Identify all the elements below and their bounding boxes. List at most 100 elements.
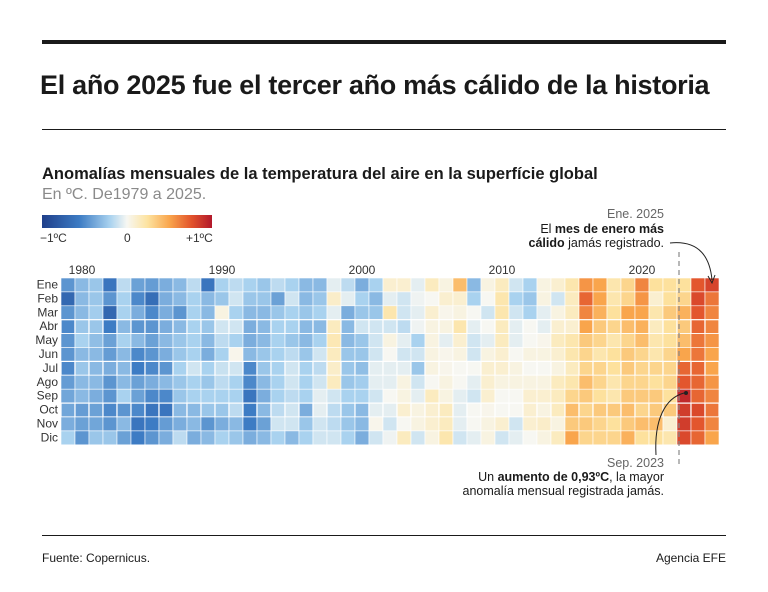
month-label: Feb xyxy=(37,291,58,305)
heatmap-cell-2024-Ene xyxy=(690,277,706,293)
month-label: Ene xyxy=(37,278,59,292)
heatmap-cell-2021-May xyxy=(648,333,664,348)
heatmap-cell-2003-Jul xyxy=(396,360,412,376)
heatmap-cell-1986-Ene xyxy=(158,277,174,293)
heatmap-cell-2004-Jul xyxy=(410,360,426,376)
heatmap-cell-1985-Ene xyxy=(144,277,160,293)
arrow-head-icon xyxy=(707,274,716,285)
heatmap-cell-1984-Abr xyxy=(130,319,146,335)
annotation-sep2023-line2: anomalía mensual registrada jamás. xyxy=(463,484,665,498)
heatmap-cell-1992-Ago xyxy=(242,374,258,390)
heatmap-cell-1987-Mar xyxy=(172,305,188,320)
heatmap-cell-2006-Jul xyxy=(438,360,454,376)
heatmap-cell-2013-Dic xyxy=(536,430,552,446)
heatmap-cell-2014-Jun xyxy=(550,347,566,362)
heatmap-cell-2001-Sep xyxy=(368,388,384,404)
heatmap-cell-2002-Oct xyxy=(382,402,398,418)
heatmap-cell-2005-Oct xyxy=(424,402,440,418)
heatmap-cell-2008-Ago xyxy=(466,374,482,390)
heatmap-cell-2013-Nov xyxy=(536,416,552,432)
heatmap-cell-2011-Nov xyxy=(508,416,524,432)
heatmap-cell-1992-May xyxy=(242,333,258,348)
heatmap-cell-1999-Dic xyxy=(340,430,356,446)
heatmap-cell-1980-Sep xyxy=(74,388,90,404)
heatmap-cell-1996-Oct xyxy=(298,402,314,418)
heatmap-cell-2019-Ago xyxy=(620,374,636,390)
heatmap-cell-2018-Oct xyxy=(606,402,622,418)
heatmap-cell-1982-Sep xyxy=(102,388,118,404)
heatmap-cell-1981-Jun xyxy=(88,347,104,362)
heatmap-cell-2020-Feb xyxy=(634,291,650,307)
heatmap-cell-2020-Sep xyxy=(634,388,650,404)
heatmap-cell-2004-Mar xyxy=(410,305,426,320)
heatmap-cell-2005-Jun xyxy=(424,347,440,362)
heatmap-cell-1998-Sep xyxy=(326,388,342,404)
heatmap-cell-1982-Ene xyxy=(102,277,118,293)
heatmap-cell-2006-Nov xyxy=(438,416,454,432)
heatmap-cell-2013-Ago xyxy=(536,374,552,390)
heatmap-cell-2015-Ene xyxy=(564,277,580,293)
heatmap-cell-2016-Abr xyxy=(578,319,594,335)
heatmap-cell-2024-Jun xyxy=(690,347,706,362)
heatmap-cell-2015-Nov xyxy=(564,416,580,432)
heatmap-cell-2016-Feb xyxy=(578,291,594,307)
month-label: Abr xyxy=(39,319,58,333)
heatmap-cell-1996-Mar xyxy=(298,305,314,320)
heatmap-cell-1992-Dic xyxy=(242,430,258,446)
heatmap-cell-1980-Jul xyxy=(74,360,90,376)
heatmap-cell-2006-Ene xyxy=(438,277,454,293)
heatmap-cell-2011-May xyxy=(508,333,524,348)
heatmap-cell-1987-May xyxy=(172,333,188,348)
heatmap-cell-1999-Feb xyxy=(340,291,356,307)
heatmap-cell-2006-Jun xyxy=(438,347,454,362)
heatmap-cell-2011-Mar xyxy=(508,305,524,320)
heatmap-cell-2022-Oct xyxy=(662,402,678,418)
heatmap-cell-2009-Dic xyxy=(480,430,496,446)
heatmap-cell-1994-Abr xyxy=(270,319,286,335)
heatmap-cell-2004-Nov xyxy=(410,416,426,432)
heatmap-cell-1994-Ene xyxy=(270,277,286,293)
heatmap-cell-1993-Oct xyxy=(256,402,272,418)
heatmap-cell-2024-Nov xyxy=(690,416,706,432)
heatmap-cell-1999-Oct xyxy=(340,402,356,418)
heatmap-cell-2003-Oct xyxy=(396,402,412,418)
heatmap-cell-1994-Jul xyxy=(270,360,286,376)
heatmap-cell-1996-Jul xyxy=(298,360,314,376)
heatmap-cell-2025-Abr xyxy=(704,319,720,335)
heatmap-cell-2007-Nov xyxy=(452,416,468,432)
heatmap-cell-1999-Jul xyxy=(340,360,356,376)
heatmap-cell-2004-Sep xyxy=(410,388,426,404)
heatmap-cell-1983-Abr xyxy=(116,319,132,335)
heatmap-cell-1981-Ago xyxy=(88,374,104,390)
heatmap-cell-1992-Nov xyxy=(242,416,258,432)
heatmap-cell-1983-Ago xyxy=(116,374,132,390)
heatmap-cell-2024-Sep xyxy=(690,388,706,404)
heatmap-cell-1988-Ago xyxy=(186,374,202,390)
heatmap-cell-1987-Abr xyxy=(172,319,188,335)
heatmap-cell-1980-Feb xyxy=(74,291,90,307)
heatmap-cell-2019-Jul xyxy=(620,360,636,376)
heatmap-cell-2010-Nov xyxy=(494,416,510,432)
heatmap-cell-1980-Oct xyxy=(74,402,90,418)
heatmap-cell-2008-Jun xyxy=(466,347,482,362)
heatmap-cell-2009-Ago xyxy=(480,374,496,390)
heatmap-cell-2002-Ago xyxy=(382,374,398,390)
heatmap-cell-1979-Ago xyxy=(60,374,76,390)
heatmap-cell-1995-Abr xyxy=(284,319,300,335)
heatmap-cell-2002-Ene xyxy=(382,277,398,293)
heatmap-cell-1984-Ene xyxy=(130,277,146,293)
heatmap-cell-1996-Abr xyxy=(298,319,314,335)
heatmap-cell-1984-Dic xyxy=(130,430,146,446)
heatmap-cell-2010-Sep xyxy=(494,388,510,404)
top-bar xyxy=(42,40,726,44)
heatmap-cell-2020-Ene xyxy=(634,277,650,293)
heatmap-cell-2021-Nov xyxy=(648,416,664,432)
month-label: Ago xyxy=(37,375,59,389)
heatmap-cell-2016-Mar xyxy=(578,305,594,320)
heatmap-cell-2025-Ago xyxy=(704,374,720,390)
heatmap-cell-1983-May xyxy=(116,333,132,348)
heatmap-cell-2004-Feb xyxy=(410,291,426,307)
heatmap-cell-2019-Oct xyxy=(620,402,636,418)
heatmap-cell-1998-May xyxy=(326,333,342,348)
heatmap-cell-1989-Feb xyxy=(200,291,216,307)
